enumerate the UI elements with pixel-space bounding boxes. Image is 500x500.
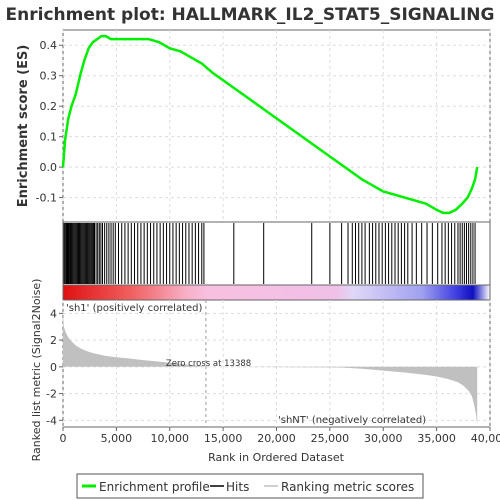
metric-y-tick-label: 0 xyxy=(50,361,57,374)
x-tick-label: 15,000 xyxy=(204,432,243,445)
es-y-tick-label: 0.2 xyxy=(40,100,58,113)
hits-panel-frame xyxy=(62,221,491,286)
enrichment-profile-line xyxy=(61,34,479,215)
x-tick-label: 35,000 xyxy=(417,432,456,445)
chart-title: Enrichment plot: HALLMARK_IL2_STAT5_SIGN… xyxy=(6,5,495,25)
ranking-color-bar xyxy=(62,284,491,301)
x-tick-label: 5,000 xyxy=(101,432,133,445)
x-tick-label: 40,000 xyxy=(471,432,500,445)
es-y-axis-label: Enrichment score (ES) xyxy=(16,45,31,208)
x-tick-label: 0 xyxy=(60,432,67,445)
zero-cross-label: Zero cross at 13388 xyxy=(166,359,251,369)
negative-correlation-label: 'shNT' (negatively correlated) xyxy=(278,415,426,426)
metric-y-tick-label: 4 xyxy=(50,307,57,320)
metric-y-tick-label: -4 xyxy=(46,414,57,427)
legend-box xyxy=(76,473,424,499)
positive-correlation-label: 'sh1' (positively correlated) xyxy=(66,303,203,314)
metric-y-axis-label: Ranked list metric (Signal2Noise) xyxy=(30,279,43,462)
legend-hits-label: Hits xyxy=(226,480,249,494)
metric-y-tick-label: -2 xyxy=(46,388,57,401)
ranking-metric-area xyxy=(63,308,478,426)
metric-y-tick-label: 2 xyxy=(50,334,57,347)
es-y-ticks: 0.4 0.3 0.2 0.1 0.0 -0.1 xyxy=(36,39,63,205)
x-tick-label: 25,000 xyxy=(311,432,350,445)
es-grid xyxy=(62,30,491,222)
es-y-tick-label: 0.3 xyxy=(40,70,58,83)
x-axis-ticks: 0 5,000 10,000 15,000 20,000 25,000 30,000 35,0… xyxy=(60,427,500,445)
es-y-tick-label: 0.0 xyxy=(40,161,58,174)
x-axis-label: Rank in Ordered Dataset xyxy=(208,451,345,464)
x-tick-label: 10,000 xyxy=(151,432,190,445)
legend-metric-label: Ranking metric scores xyxy=(281,480,414,494)
x-tick-label: 30,000 xyxy=(364,432,403,445)
x-tick-label: 20,000 xyxy=(257,432,296,445)
hits-ticks xyxy=(63,223,476,284)
es-y-tick-label: -0.1 xyxy=(36,192,57,205)
es-y-tick-label: 0.4 xyxy=(40,39,58,52)
es-y-tick-label: 0.1 xyxy=(40,131,58,144)
legend-enrichment-label: Enrichment profile xyxy=(99,480,210,494)
metric-y-ticks: 4 2 0 -2 -4 xyxy=(46,307,63,427)
